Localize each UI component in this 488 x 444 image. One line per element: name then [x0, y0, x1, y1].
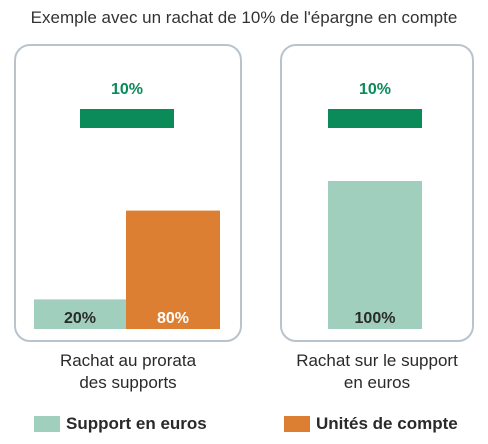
caption-euros: Rachat sur le support en euros — [280, 350, 474, 394]
bar-value-label-0-0: 20% — [64, 310, 96, 327]
bar-value-label-0-1: 80% — [157, 310, 189, 327]
legend-swatch-support-euros — [34, 416, 60, 432]
legend-item-unites-compte: Unités de compte — [284, 414, 484, 434]
bar-0-0 — [34, 299, 126, 329]
legend-label-unites-compte: Unités de compte — [316, 414, 458, 433]
caption-prorata-line-1: Rachat au prorata — [59, 351, 197, 370]
legend-item-support-euros: Support en euros — [34, 414, 234, 434]
legend-swatch-unites-compte — [284, 416, 310, 432]
bar-0-1 — [126, 210, 220, 329]
rachat-label-0: 10% — [111, 81, 143, 98]
caption-prorata-line-2: des supports — [79, 373, 177, 392]
caption-prorata: Rachat au prorata des supports — [14, 350, 242, 394]
bar-1-0 — [328, 181, 422, 329]
bar-value-label-1-0: 100% — [355, 310, 396, 327]
rachat-bar-1 — [328, 109, 422, 128]
caption-euros-line-1: Rachat sur le support — [296, 351, 458, 370]
legend-label-support-euros: Support en euros — [66, 414, 207, 433]
rachat-label-1: 10% — [359, 81, 391, 98]
chart-title: Exemple avec un rachat de 10% de l'éparg… — [30, 8, 458, 27]
caption-euros-line-2: en euros — [343, 373, 411, 392]
rachat-bar-0 — [80, 109, 174, 128]
